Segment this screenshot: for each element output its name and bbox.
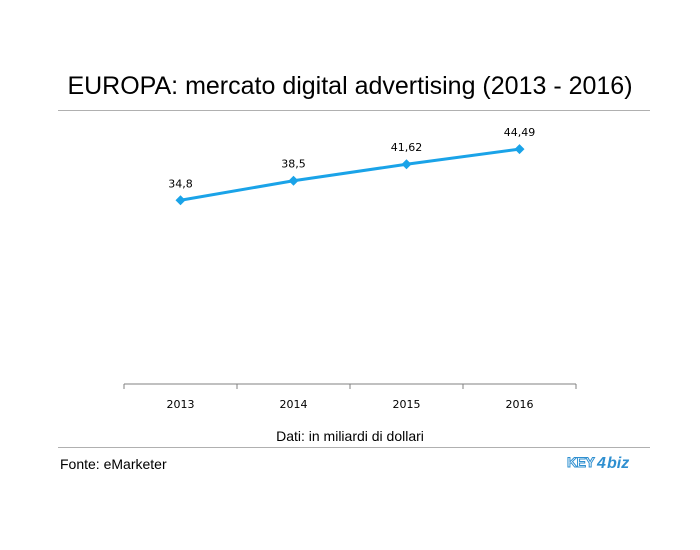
data-point-2015 <box>401 159 412 170</box>
svg-text:KEY: KEY <box>567 454 595 470</box>
data-label-2016: 44,49 <box>504 126 536 139</box>
units-note: Dati: in miliardi di dollari <box>276 428 424 444</box>
series-line <box>180 147 520 202</box>
svg-text:biz: biz <box>607 455 629 472</box>
data-point-2016 <box>514 144 525 155</box>
x-tick-label-2015: 2015 <box>393 398 421 411</box>
data-label-2013: 34,8 <box>168 177 193 190</box>
footer-divider <box>58 447 650 448</box>
data-point-2013 <box>175 195 186 206</box>
data-label-2015: 41,62 <box>391 141 423 154</box>
x-tick-label-2016: 2016 <box>506 398 534 411</box>
data-point-2014 <box>288 175 299 186</box>
x-tick-label-2014: 2014 <box>280 398 308 411</box>
source-note: Fonte: eMarketer <box>60 456 167 472</box>
chart-title: EUROPA: mercato digital advertising (201… <box>67 72 633 100</box>
svg-text:4: 4 <box>596 455 606 472</box>
key4biz-logo: KEY 4 biz <box>567 454 630 473</box>
x-tick-label-2013: 2013 <box>167 398 195 411</box>
data-label-2014: 38,5 <box>281 158 306 171</box>
title-divider <box>58 110 650 111</box>
